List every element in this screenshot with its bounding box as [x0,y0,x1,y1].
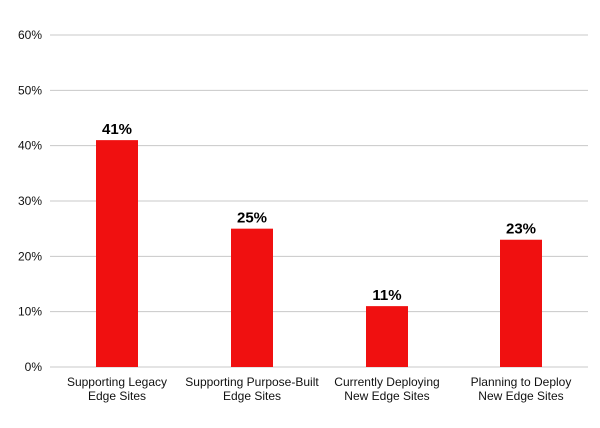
category-label: Supporting Legacy Edge Sites [67,375,167,403]
category-label-line: Supporting Purpose-Built [185,375,319,389]
bar [96,140,138,367]
y-tick-label: 40% [18,139,42,153]
category-label: Planning to Deploy New Edge Sites [471,375,572,403]
y-tick-label: 10% [18,305,42,319]
y-tick-label: 0% [25,360,43,374]
category-label-line: New Edge Sites [344,389,429,403]
y-tick-label: 50% [18,83,42,97]
category-label-line: Edge Sites [88,389,146,403]
data-labels: 41% 25% 11% 23% [102,121,536,304]
data-label: 11% [372,287,401,304]
data-label: 23% [506,221,536,238]
category-label-line: New Edge Sites [478,389,563,403]
bars [96,140,542,367]
bar [366,306,408,367]
category-label-line: Supporting Legacy [67,375,167,389]
gridlines [50,34,588,368]
y-axis-tick-labels: 0% 10% 20% 30% 40% 50% 60% [18,28,42,374]
y-tick-label: 30% [18,194,42,208]
y-tick-label: 20% [18,249,42,263]
category-label-line: Edge Sites [223,389,281,403]
category-label: Currently Deploying New Edge Sites [334,375,439,403]
category-label-line: Planning to Deploy [471,375,572,389]
data-label: 41% [102,121,132,138]
data-label: 25% [237,210,267,227]
bar [231,228,273,367]
y-tick-label: 60% [18,28,42,42]
category-label-line: Currently Deploying [334,375,439,389]
bar [500,239,542,367]
category-label: Supporting Purpose-Built Edge Sites [185,375,319,403]
